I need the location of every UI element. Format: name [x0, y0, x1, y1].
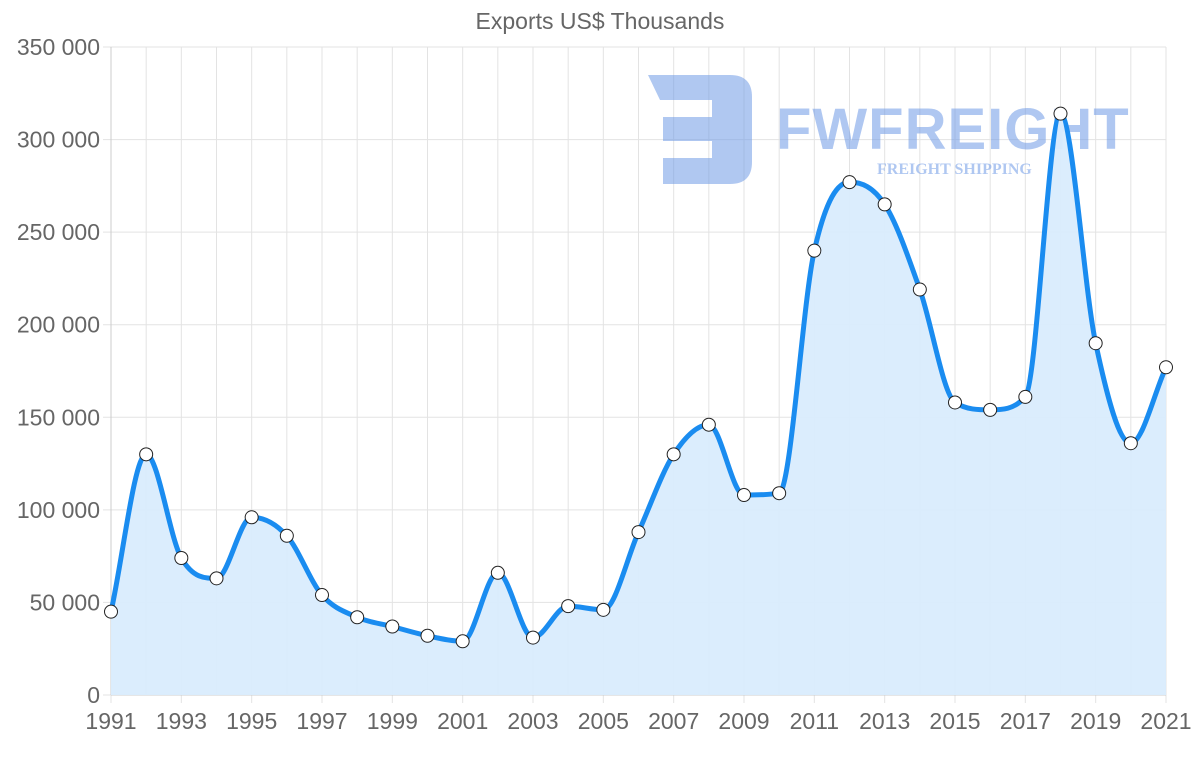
data-point-1995[interactable] — [244, 510, 259, 525]
x-tick-label: 2005 — [578, 708, 629, 734]
data-point-1996[interactable] — [279, 528, 294, 543]
x-axis-labels: 1991 1993 1995 1997 1999 2001 2003 2005 2007 2009… — [85, 708, 1191, 734]
data-point-2005[interactable] — [596, 602, 611, 617]
data-point-2019[interactable] — [1088, 336, 1103, 351]
data-point-2013[interactable] — [877, 197, 892, 212]
x-tick-label: 2013 — [859, 708, 910, 734]
data-point-2014[interactable] — [912, 282, 927, 297]
logo-mark-icon — [648, 75, 752, 184]
data-point-2010[interactable] — [772, 486, 787, 501]
data-point-1993[interactable] — [174, 550, 189, 565]
data-point-2011[interactable] — [807, 243, 822, 258]
x-tick-label: 2001 — [437, 708, 488, 734]
x-tick-label: 2019 — [1070, 708, 1121, 734]
data-point-2006[interactable] — [631, 525, 646, 540]
data-point-1992[interactable] — [139, 447, 154, 462]
y-tick-label: 150 000 — [17, 404, 100, 430]
watermark-brand-text: FWFREIGHT — [776, 97, 1130, 162]
data-point-1997[interactable] — [315, 588, 329, 603]
y-axis-labels: 0 50 000 100 000 150 000 200 000 250 000 300 0… — [17, 34, 100, 708]
data-points — [104, 106, 1173, 649]
x-tick-label: 2021 — [1140, 708, 1191, 734]
x-tick-label: 2003 — [507, 708, 558, 734]
y-tick-label: 100 000 — [17, 497, 100, 523]
data-point-1994[interactable] — [209, 571, 224, 586]
x-tick-label: 2009 — [718, 708, 769, 734]
x-tick-label: 1997 — [296, 708, 347, 734]
x-tick-label: 2011 — [790, 708, 839, 734]
data-point-1998[interactable] — [350, 610, 365, 625]
data-point-2018[interactable] — [1053, 106, 1068, 121]
data-point-2001[interactable] — [455, 634, 470, 649]
y-tick-label: 200 000 — [17, 312, 100, 338]
data-point-2003[interactable] — [526, 630, 540, 645]
data-point-2007[interactable] — [666, 447, 681, 462]
data-point-2015[interactable] — [948, 395, 962, 410]
y-tick-label: 250 000 — [17, 219, 100, 245]
data-point-2016[interactable] — [983, 402, 998, 417]
data-point-2004[interactable] — [561, 599, 576, 614]
data-point-1991[interactable] — [104, 604, 118, 619]
y-tick-label: 300 000 — [17, 127, 100, 153]
data-point-2017[interactable] — [1018, 389, 1033, 404]
data-point-1999[interactable] — [385, 619, 400, 634]
data-point-2020[interactable] — [1123, 436, 1138, 451]
data-point-2002[interactable] — [490, 565, 505, 580]
y-tick-label: 350 000 — [17, 34, 100, 60]
data-point-2008[interactable] — [701, 417, 716, 432]
x-tick-label: 2007 — [648, 708, 699, 734]
x-tick-label: 1999 — [367, 708, 418, 734]
chart-title: Exports US$ Thousands — [475, 8, 725, 34]
data-point-2021[interactable] — [1159, 360, 1173, 375]
y-tick-label: 50 000 — [30, 589, 100, 615]
data-point-2012[interactable] — [842, 175, 857, 190]
data-point-2009[interactable] — [737, 488, 751, 503]
x-tick-label: 1991 — [85, 708, 136, 734]
y-tick-label: 0 — [87, 682, 100, 708]
x-tick-label: 1995 — [226, 708, 277, 734]
watermark-tagline-text: FREIGHT SHIPPING — [877, 161, 1032, 178]
x-tick-label: 1993 — [156, 708, 207, 734]
area-fill — [111, 113, 1166, 695]
x-tick-label: 2015 — [929, 708, 980, 734]
data-point-2000[interactable] — [420, 628, 435, 643]
x-tick-label: 2017 — [1000, 708, 1051, 734]
